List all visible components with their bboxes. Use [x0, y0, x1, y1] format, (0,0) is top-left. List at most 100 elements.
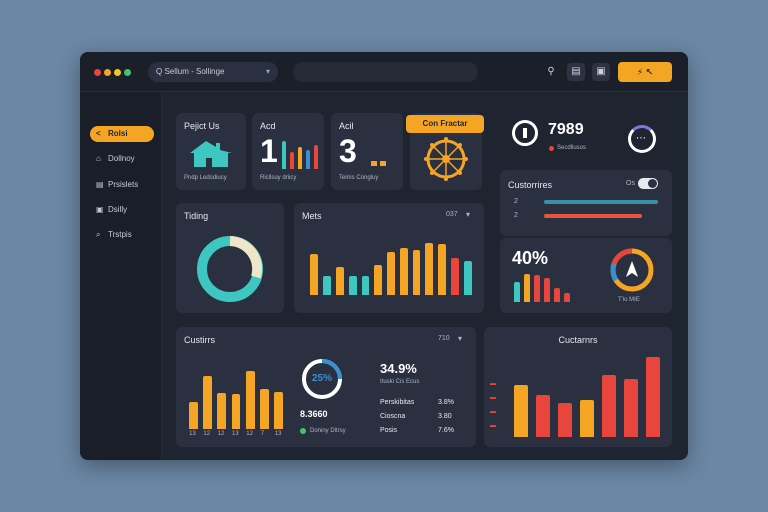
lock-icon	[523, 128, 527, 138]
chart-bar	[348, 276, 357, 295]
acil-card[interactable]: Acil 3 Teims Congluy	[331, 113, 403, 190]
more-icon: ⋯	[636, 133, 646, 144]
card-title: Pejict Us	[184, 121, 220, 131]
chart-bar	[188, 401, 198, 429]
customers-toggle[interactable]	[638, 178, 658, 189]
mets-x-axis	[308, 297, 474, 303]
card-title: Tiding	[184, 211, 209, 221]
con-card[interactable]: Con Fractar	[406, 113, 484, 190]
row-label: Posis	[380, 427, 398, 434]
percent-card[interactable]: 40% T'io MIE	[500, 238, 672, 313]
address-bar[interactable]	[293, 62, 478, 82]
row-label: 2	[514, 198, 518, 205]
chart-bar	[450, 258, 459, 295]
search-value: Q Sellum - Sollinge	[156, 67, 225, 76]
chart-bar	[323, 276, 332, 295]
toggle-label: Os	[626, 180, 635, 187]
card-title: Acd	[260, 121, 276, 131]
chart-bar	[513, 282, 521, 302]
sidebar-item-label: Trstpis	[108, 230, 132, 239]
sidebar: < Rolsi ⌂ Dollnoy ▤ Prsislets ▣ Dsilly ⌕ Trst…	[80, 92, 162, 460]
chart-bar	[412, 250, 421, 295]
chart-bar	[553, 288, 561, 302]
acd-card[interactable]: Acd 1 Ricllsuy driicy	[252, 113, 324, 190]
more-ring[interactable]: ⋯	[628, 125, 656, 153]
card-caption: Pndp Ledsdiucy	[184, 175, 227, 181]
mets-card[interactable]: Mets 037 ▾	[294, 203, 484, 313]
customers-menu[interactable]: 710	[438, 335, 450, 342]
chart-bar	[646, 357, 660, 437]
left-caption: Doniny Dltrsy	[310, 428, 346, 434]
chart-bar	[624, 378, 638, 437]
big-number: 1	[260, 133, 278, 169]
close-window-dot[interactable]	[94, 69, 101, 76]
big-number: 3	[339, 133, 357, 169]
customers-top-card[interactable]: Custorrires Os 2 2	[500, 170, 672, 236]
calendar-icon: ▣	[96, 205, 104, 214]
x-tick-label: 13	[189, 431, 196, 437]
sidebar-item-dollnoy[interactable]: ⌂ Dollnoy	[90, 151, 154, 167]
chevron-down-icon[interactable]: ▾	[458, 334, 463, 343]
sidebar-item-rolsi[interactable]: < Rolsi	[90, 126, 154, 142]
search-dropdown[interactable]: Q Sellum - Sollinge ▾	[148, 62, 278, 82]
chart-bar	[335, 266, 344, 295]
mets-menu[interactable]: 037	[446, 211, 458, 218]
action-button[interactable]: ⚡ ↖	[618, 62, 672, 82]
settings-icon[interactable]: ▣	[592, 63, 610, 81]
x-tick-label: 7	[260, 431, 264, 437]
chart-bar	[305, 150, 311, 169]
sidebar-item-label: Dollnoy	[108, 154, 135, 163]
search-icon[interactable]: ⚲	[547, 66, 555, 77]
card-caption: Ricllsuy driicy	[260, 175, 297, 181]
mets-bar-chart	[308, 243, 474, 295]
gauge-caption: T'io MIE	[618, 297, 640, 303]
side-value: 34.9%	[380, 361, 417, 376]
x-tick-label: 12	[246, 431, 253, 437]
customers-right-card[interactable]: Cuctarnrs ▬ ▬ ▬ ▬	[484, 327, 672, 447]
chart-bar	[231, 394, 241, 429]
stat-caption: Secdllusos	[557, 145, 587, 151]
user-icon: ⌕	[96, 230, 101, 239]
card-title: Cuctarnrs	[558, 335, 598, 345]
chart-bar	[563, 293, 571, 302]
chart-bar	[514, 384, 528, 437]
donut-chart	[197, 236, 263, 302]
chart-bar	[374, 265, 383, 295]
chart-bar	[543, 278, 551, 302]
side-caption: Ituski Cis Ecus	[380, 379, 420, 385]
projects-icon: ▤	[96, 180, 104, 189]
sidebar-item-label: Dsilly	[108, 205, 128, 214]
share-icon[interactable]: ▤	[567, 63, 585, 81]
dashboard-window: Q Sellum - Sollinge ▾ ⚲ ▤ ▣ ⚡ ↖ < Rolsi ⌂…	[80, 52, 688, 460]
trading-card[interactable]: Tiding	[176, 203, 284, 313]
row-value: 3.80	[438, 413, 452, 420]
stat-value: 7989	[548, 121, 584, 138]
customers-right-bar-chart	[510, 357, 664, 437]
chart-bar	[533, 275, 541, 302]
navigation-icon	[626, 261, 638, 277]
sidebar-item-dsilly[interactable]: ▣ Dsilly	[90, 202, 154, 218]
row-label: 2	[514, 212, 518, 219]
sidebar-item-trstpis[interactable]: ⌕ Trstpis	[90, 227, 154, 243]
extra-window-dot[interactable]	[124, 69, 131, 76]
chevron-down-icon[interactable]: ▾	[466, 210, 471, 219]
zoom-window-dot[interactable]	[114, 69, 121, 76]
project-card[interactable]: Pejict Us Pndp Ledsdiucy	[176, 113, 246, 190]
chart-bar	[387, 252, 395, 295]
row-value: 7.6%	[438, 427, 454, 434]
sidebar-item-label: Rolsi	[108, 129, 128, 138]
customers-bottom-card[interactable]: Custirrs 710 ▾ 13 12 12 13 12 7 13 25% 8.3660 …	[176, 327, 476, 447]
dot-marker	[380, 161, 386, 166]
chart-bar	[580, 400, 594, 437]
chart-bar	[463, 260, 472, 295]
sidebar-item-prsislets[interactable]: ▤ Prsislets	[90, 177, 154, 193]
x-tick-label: 13	[232, 431, 239, 437]
house-icon	[190, 141, 232, 167]
row-value: 3.8%	[438, 399, 454, 406]
minimize-window-dot[interactable]	[104, 69, 111, 76]
row-label: Perskibitas	[380, 399, 415, 406]
left-value: 8.3660	[300, 409, 328, 419]
home-icon: ⌂	[96, 154, 101, 163]
chart-bar	[361, 276, 370, 295]
green-dot	[300, 428, 306, 434]
